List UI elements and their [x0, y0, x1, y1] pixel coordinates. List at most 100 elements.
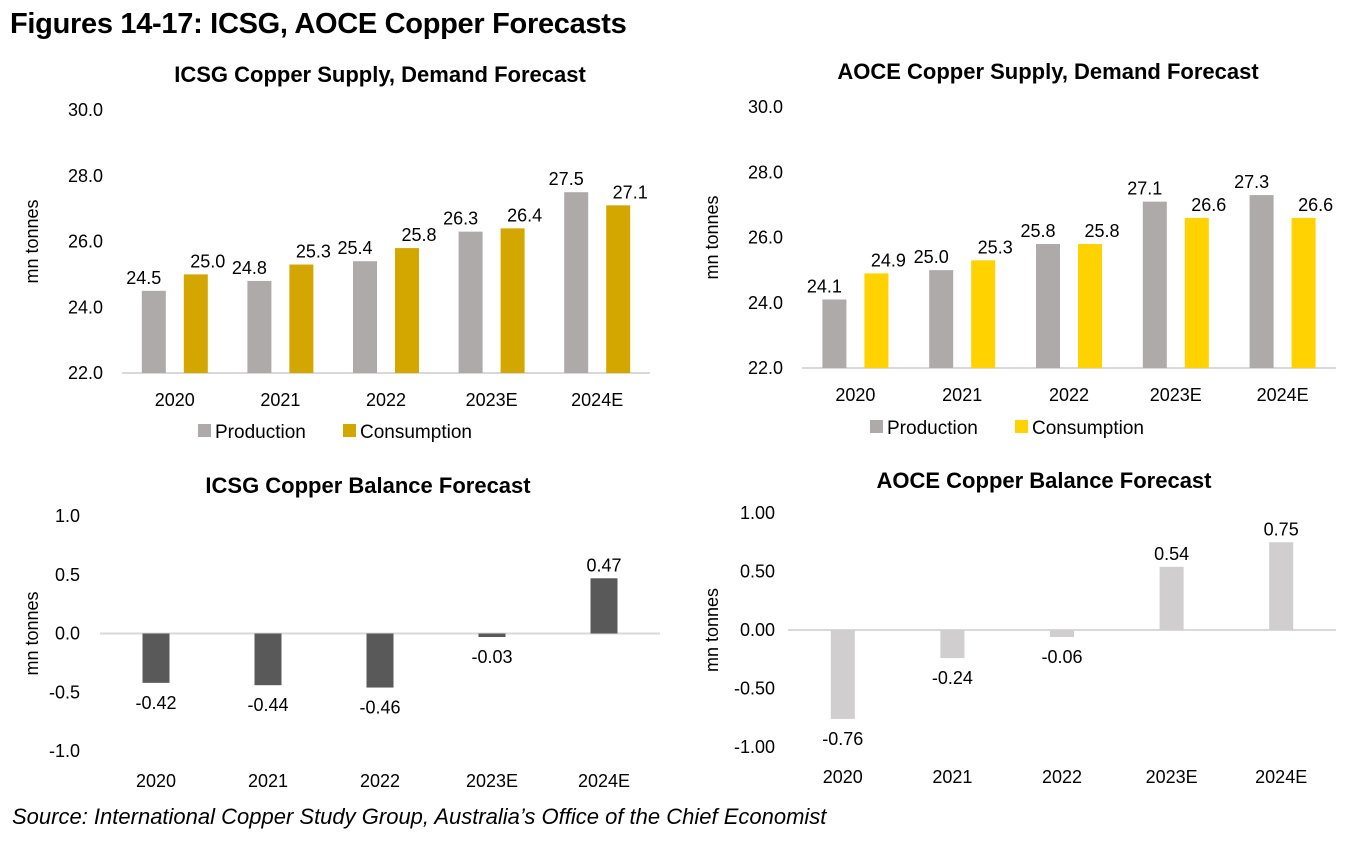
y-tick-label: -0.50 — [734, 679, 775, 699]
data-label: 24.1 — [807, 276, 842, 296]
chart-svg: AOCE Copper Balance Forecast -1.00 -0.50 0.… — [702, 468, 1336, 787]
y-tick-label: 1.00 — [740, 503, 775, 523]
bar-consumption — [971, 260, 996, 368]
bar-balance — [1159, 566, 1184, 630]
y-tick-label: 28.0 — [748, 162, 783, 182]
x-tick-label: 2020 — [136, 771, 176, 791]
chart-title: ICSG Copper Balance Forecast — [205, 473, 531, 498]
icsg-supply-demand-chart: ICSG Copper Supply, Demand Forecast 22.0 2… — [0, 55, 670, 455]
y-tick-label: 22.0 — [748, 358, 783, 378]
bar-balance — [142, 633, 170, 683]
x-tick-label: 2022 — [1042, 767, 1082, 787]
bar-consumption — [1184, 217, 1209, 368]
data-label: 26.6 — [1298, 195, 1333, 215]
bar-production — [1036, 244, 1060, 368]
data-label: 25.0 — [190, 251, 225, 271]
data-label: -0.03 — [471, 647, 512, 667]
x-tick-label: 2024E — [578, 771, 630, 791]
data-label: 24.5 — [126, 268, 161, 288]
bar-balance — [1050, 630, 1074, 638]
data-label: -0.46 — [359, 698, 400, 718]
bar-balance — [1269, 542, 1294, 630]
y-axis-label: mn tonnes — [22, 199, 42, 283]
data-label: 27.3 — [1234, 172, 1269, 192]
y-axis-label: mn tonnes — [702, 588, 722, 672]
data-label: 25.8 — [401, 225, 436, 245]
x-tick-label: 2023E — [1146, 767, 1198, 787]
y-tick-label: 0.00 — [740, 620, 775, 640]
y-tick-label: -0.5 — [49, 682, 80, 702]
data-label: -0.76 — [822, 729, 863, 749]
data-label: 25.3 — [296, 242, 331, 262]
y-axis-label: mn tonnes — [22, 591, 42, 675]
data-label: 27.5 — [549, 169, 584, 189]
bar-consumption — [183, 274, 208, 373]
legend-label: Consumption — [1032, 418, 1144, 439]
y-tick-label: 0.5 — [55, 565, 80, 585]
bar-consumption — [606, 205, 631, 373]
x-tick-label: 2020 — [823, 767, 863, 787]
x-tick-label: 2024E — [571, 390, 623, 410]
y-tick-label: 26.0 — [68, 232, 103, 252]
bar-balance — [366, 633, 394, 688]
bar-production — [247, 280, 272, 373]
y-tick-label: 30.0 — [748, 97, 783, 117]
bar-consumption — [289, 264, 314, 373]
bar-production — [353, 261, 377, 373]
legend-swatch — [870, 420, 883, 433]
bar-production — [1142, 201, 1167, 368]
bar-production — [822, 299, 847, 368]
data-label: 24.9 — [871, 250, 906, 270]
legend-swatch — [1015, 420, 1028, 433]
bar-production — [141, 290, 166, 373]
bar-production — [564, 192, 589, 373]
x-tick-label: 2024E — [1255, 767, 1307, 787]
legend-label: Production — [215, 422, 306, 443]
y-tick-label: 1.0 — [55, 506, 80, 526]
chart-svg: AOCE Copper Supply, Demand Forecast 22.0 2… — [702, 59, 1336, 439]
data-label: 26.6 — [1191, 195, 1226, 215]
chart-title: AOCE Copper Supply, Demand Forecast — [837, 59, 1259, 84]
x-tick-label: 2023E — [466, 771, 518, 791]
bar-balance — [478, 633, 506, 638]
chart-title: ICSG Copper Supply, Demand Forecast — [174, 62, 586, 87]
source-note: Source: International Copper Study Group… — [12, 804, 827, 829]
y-tick-label: 30.0 — [68, 100, 103, 120]
bar-consumption — [395, 248, 419, 373]
data-label: 25.8 — [1020, 221, 1055, 241]
y-axis-label: mn tonnes — [702, 195, 722, 279]
y-tick-label: 26.0 — [748, 228, 783, 248]
chart-svg: ICSG Copper Supply, Demand Forecast 22.0 2… — [22, 62, 650, 443]
bar-production — [929, 270, 954, 368]
data-label: -0.42 — [135, 693, 176, 713]
bar-consumption — [1078, 244, 1102, 368]
bar-balance — [940, 630, 965, 659]
y-tick-label: 24.0 — [748, 293, 783, 313]
y-tick-label: 24.0 — [68, 297, 103, 317]
x-tick-label: 2023E — [1150, 385, 1202, 405]
data-label: -0.06 — [1041, 647, 1082, 667]
bar-balance — [590, 578, 618, 634]
x-tick-label: 2021 — [260, 390, 300, 410]
bar-consumption — [864, 273, 889, 368]
x-tick-label: 2023E — [466, 390, 518, 410]
x-tick-label: 2021 — [942, 385, 982, 405]
y-tick-label: 22.0 — [68, 363, 103, 383]
data-label: -0.44 — [247, 695, 288, 715]
bar-production — [458, 231, 483, 373]
x-tick-label: 2022 — [1049, 385, 1089, 405]
bar-consumption — [1291, 217, 1316, 368]
data-label: -0.24 — [932, 668, 973, 688]
data-label: 26.4 — [507, 205, 542, 225]
bar-production — [1249, 195, 1274, 368]
data-label: 25.8 — [1084, 221, 1119, 241]
bar-balance — [830, 630, 855, 719]
x-tick-label: 2022 — [360, 771, 400, 791]
y-tick-label: -1.00 — [734, 737, 775, 757]
legend-label: Consumption — [360, 422, 472, 443]
data-label: 0.47 — [586, 555, 621, 575]
bar-balance — [254, 633, 282, 686]
legend-swatch — [343, 424, 356, 437]
x-tick-label: 2021 — [248, 771, 288, 791]
figure-title: Figures 14-17: ICSG, AOCE Copper Forecas… — [10, 8, 627, 40]
